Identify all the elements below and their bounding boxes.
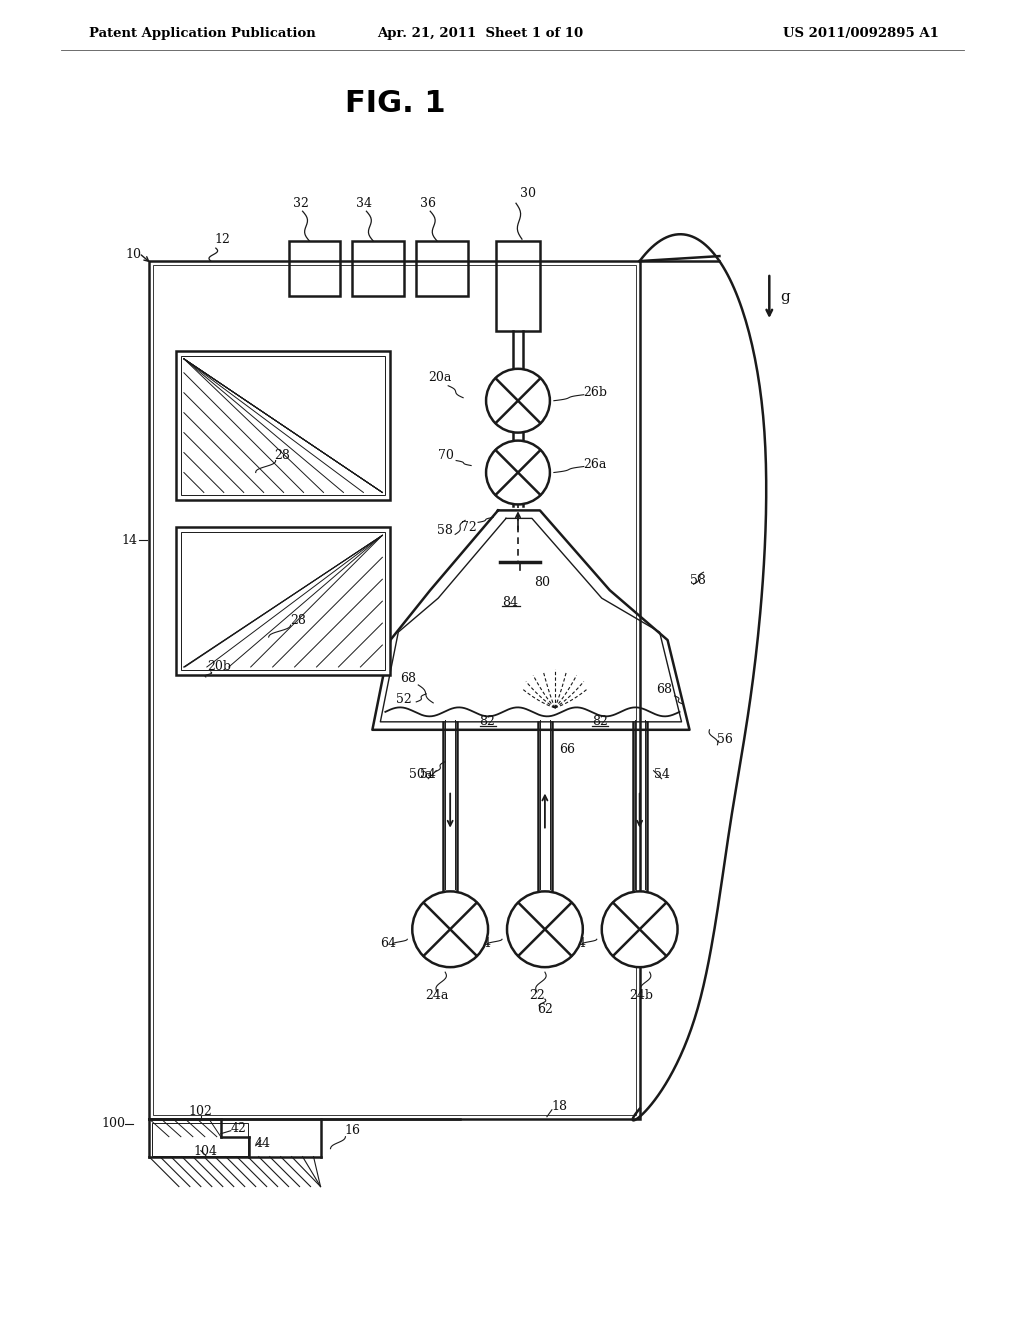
Text: 102: 102 — [188, 1105, 213, 1118]
Bar — [289, 242, 340, 296]
Text: 64: 64 — [380, 937, 396, 949]
Text: 30: 30 — [520, 186, 536, 199]
Bar — [153, 265, 636, 1115]
Text: 20a: 20a — [428, 371, 452, 384]
Text: 66: 66 — [559, 743, 574, 756]
Bar — [181, 356, 385, 495]
Text: 24a: 24a — [426, 989, 449, 1002]
Bar — [181, 532, 385, 671]
Text: 26a: 26a — [583, 458, 606, 471]
Text: 72: 72 — [461, 521, 477, 533]
Text: g: g — [780, 290, 791, 304]
Text: 64: 64 — [475, 937, 492, 949]
Bar — [352, 242, 404, 296]
Text: 34: 34 — [356, 197, 373, 210]
Text: 20b: 20b — [207, 660, 230, 673]
Text: Patent Application Publication: Patent Application Publication — [89, 28, 315, 40]
Text: 70: 70 — [438, 449, 454, 462]
Text: 68: 68 — [400, 672, 417, 685]
Circle shape — [486, 441, 550, 504]
Text: 36: 36 — [420, 197, 436, 210]
Text: 80: 80 — [534, 576, 550, 589]
Text: 54: 54 — [653, 768, 670, 781]
Text: 62: 62 — [537, 1003, 553, 1015]
Text: 100: 100 — [101, 1117, 125, 1130]
Text: 10: 10 — [125, 248, 141, 260]
Text: 24b: 24b — [630, 989, 653, 1002]
Text: 44: 44 — [255, 1138, 270, 1150]
Text: 32: 32 — [293, 197, 308, 210]
Text: 28: 28 — [274, 449, 291, 462]
Text: 104: 104 — [194, 1146, 218, 1158]
Bar — [152, 1123, 248, 1155]
Text: 18: 18 — [552, 1101, 568, 1113]
Bar — [176, 351, 390, 500]
Bar — [176, 528, 390, 675]
Text: 58: 58 — [437, 524, 453, 537]
Text: 42: 42 — [230, 1122, 247, 1135]
Text: 84: 84 — [502, 595, 518, 609]
Text: 58: 58 — [689, 574, 706, 586]
Bar — [148, 261, 640, 1119]
Text: FIG. 1: FIG. 1 — [345, 88, 445, 117]
Circle shape — [507, 891, 583, 968]
Text: 64: 64 — [569, 937, 586, 949]
Bar — [417, 242, 468, 296]
Text: 16: 16 — [344, 1125, 360, 1138]
Circle shape — [486, 368, 550, 433]
Bar — [496, 242, 540, 331]
Circle shape — [413, 891, 488, 968]
Text: 22: 22 — [529, 989, 545, 1002]
Text: 82: 82 — [592, 715, 607, 729]
Text: 26b: 26b — [583, 387, 607, 399]
Text: 56: 56 — [718, 734, 733, 746]
Text: 82: 82 — [479, 715, 495, 729]
Text: 68: 68 — [656, 684, 673, 697]
Text: 54: 54 — [420, 768, 436, 781]
Text: 14: 14 — [121, 533, 137, 546]
Text: 52: 52 — [396, 693, 413, 706]
Text: 12: 12 — [215, 232, 230, 246]
Text: US 2011/0092895 A1: US 2011/0092895 A1 — [783, 28, 939, 40]
Text: Apr. 21, 2011  Sheet 1 of 10: Apr. 21, 2011 Sheet 1 of 10 — [377, 28, 583, 40]
Circle shape — [602, 891, 678, 968]
Text: 28: 28 — [291, 614, 306, 627]
Text: 50a: 50a — [409, 768, 432, 781]
